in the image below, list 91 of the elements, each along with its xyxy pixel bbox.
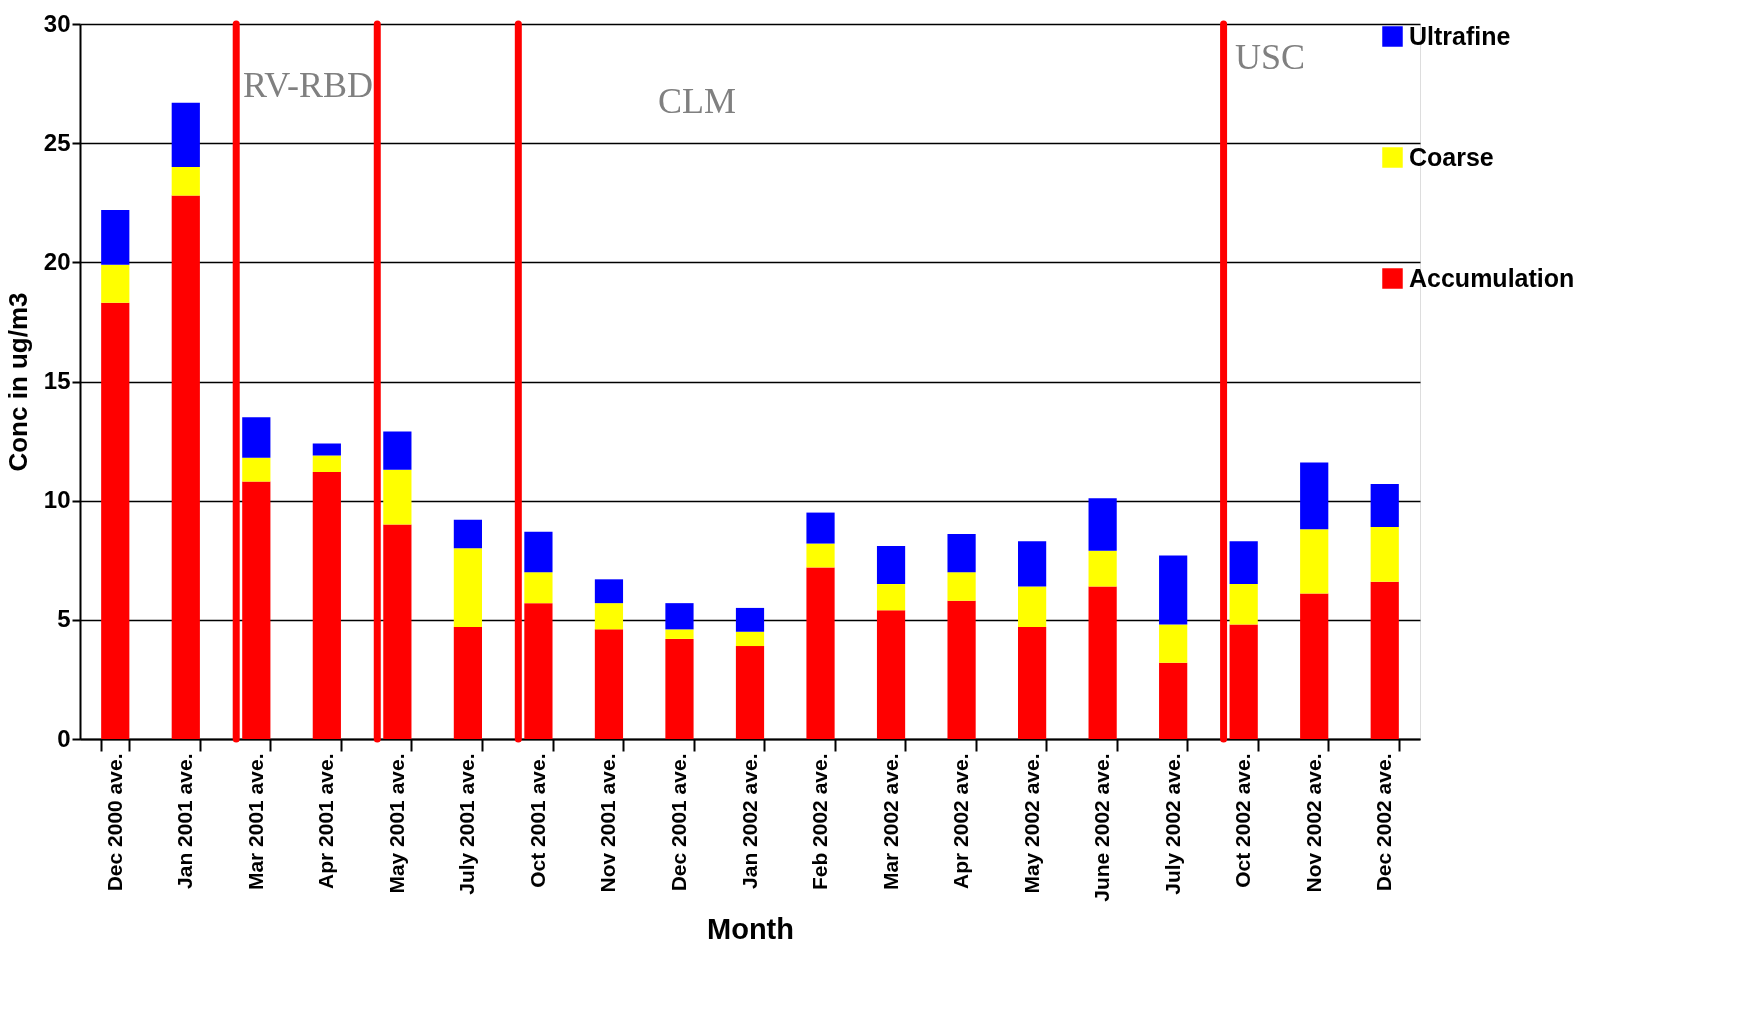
x-tick-label: Oct 2002 ave. (1231, 753, 1255, 888)
x-axis-title: Month (707, 912, 794, 945)
bar (171, 167, 200, 196)
bar (1370, 526, 1399, 582)
x-tick-label: Dec 2001 ave. (666, 753, 690, 892)
y-axis-title: Conc in ug/m3 (2, 292, 33, 472)
bar (665, 638, 694, 739)
bar (947, 572, 976, 601)
x-tick-label: Dec 2000 ave. (102, 753, 126, 892)
bar (312, 443, 341, 456)
x-tick-label: Jan 2001 ave. (173, 753, 197, 889)
bar (1370, 581, 1399, 739)
bar (524, 572, 553, 604)
x-tick-label: Dec 2002 ave. (1372, 753, 1396, 892)
bar (1088, 498, 1117, 551)
bar (1018, 541, 1047, 587)
bar (1088, 550, 1117, 587)
bar (1229, 584, 1258, 625)
bar (171, 195, 200, 739)
x-tick-label: May 2002 ave. (1019, 753, 1043, 894)
bar (453, 519, 482, 549)
y-tick-label: 20 (43, 247, 71, 275)
bar (383, 469, 412, 525)
x-tick-label: Mar 2001 ave. (243, 753, 267, 891)
bar (101, 302, 130, 739)
x-tick-label: Apr 2002 ave. (949, 753, 973, 889)
bar (242, 417, 271, 458)
bar (735, 631, 765, 647)
x-tick-label: May 2001 ave. (384, 753, 408, 894)
bar (1018, 626, 1047, 739)
bar (806, 543, 835, 568)
x-tick-label: Jan 2002 ave. (737, 753, 761, 889)
legend-label: Ultrafine (1409, 21, 1511, 50)
bar (735, 646, 765, 739)
bar (242, 481, 271, 739)
bar (876, 610, 906, 739)
bar (1229, 541, 1258, 585)
bar (806, 567, 835, 739)
bar (524, 603, 553, 739)
bar (876, 584, 906, 611)
y-tick-label: 5 (57, 605, 71, 633)
bar (594, 629, 624, 739)
bar (524, 531, 553, 573)
x-tick-label: Feb 2002 ave. (808, 753, 832, 891)
x-tick-label: June 2002 ave. (1090, 753, 1114, 902)
x-tick-label: July 2001 ave. (455, 753, 479, 895)
bar (1300, 529, 1329, 594)
bar (453, 626, 482, 739)
annotation: RV-RBD (243, 65, 373, 105)
x-tick-label: Oct 2001 ave. (525, 753, 549, 888)
bar (594, 579, 624, 604)
bar (101, 264, 130, 303)
y-tick-label: 15 (43, 367, 71, 394)
y-tick-label: 10 (43, 486, 71, 514)
bar (665, 629, 694, 639)
bar (242, 457, 271, 482)
y-tick-label: 30 (43, 9, 71, 37)
bar (171, 102, 200, 167)
x-tick-label: July 2002 ave. (1160, 753, 1184, 895)
bar (806, 512, 835, 544)
x-tick-label: Nov 2002 ave. (1301, 753, 1325, 893)
bar (383, 524, 412, 739)
bar (665, 603, 694, 630)
y-tick-label: 25 (43, 128, 71, 156)
annotation: USC (1234, 37, 1306, 77)
x-tick-label: Mar 2002 ave. (878, 753, 902, 891)
bar (1159, 662, 1188, 739)
bar (876, 545, 906, 585)
x-tick-label: Apr 2001 ave. (314, 753, 338, 889)
y-tick-label: 0 (57, 724, 71, 752)
bar (312, 455, 341, 473)
bar (947, 600, 976, 739)
bar (1159, 555, 1188, 625)
bar (947, 534, 976, 573)
bar (594, 603, 624, 630)
bar (453, 548, 482, 627)
x-tick-label: Nov 2001 ave. (596, 753, 620, 893)
bar (312, 472, 341, 739)
annotation: CLM (657, 81, 737, 121)
bar (1300, 462, 1329, 530)
bar (1159, 624, 1188, 663)
bar (1370, 483, 1399, 527)
legend-label: Coarse (1409, 142, 1494, 171)
bar (383, 431, 412, 470)
bar (735, 607, 765, 632)
bar (1088, 586, 1117, 739)
bar (101, 209, 130, 265)
bar (1018, 586, 1047, 627)
legend-label: Accumulation (1409, 263, 1575, 292)
bar (1300, 593, 1329, 739)
bar (1229, 624, 1258, 739)
